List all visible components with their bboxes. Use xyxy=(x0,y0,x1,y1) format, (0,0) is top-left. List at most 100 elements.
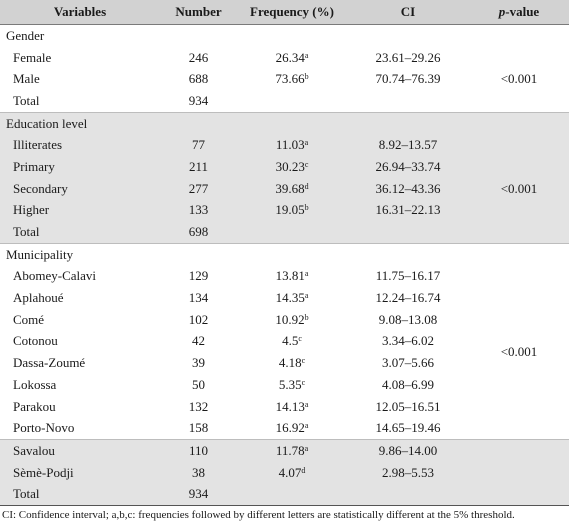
row-name: Dassa-Zoumé xyxy=(0,352,160,374)
freq-value: 11.78 xyxy=(275,442,305,458)
row-frequency: 5.35c xyxy=(237,374,347,396)
row-frequency: 10.92b xyxy=(237,308,347,331)
table-row: Primary 211 30.23c 26.94–33.74 xyxy=(0,156,569,178)
row-name: Porto-Novo xyxy=(0,417,160,440)
row-name: Total xyxy=(0,221,160,244)
freq-value: 4.07 xyxy=(278,464,302,480)
row-ci: 12.24–16.74 xyxy=(347,287,469,309)
row-ci: 3.34–6.02 xyxy=(347,330,469,353)
freq-value: 5.35 xyxy=(278,376,302,392)
row-frequency: 30.23c xyxy=(237,156,347,178)
row-number: 102 xyxy=(160,308,237,331)
freq-value: 16.92 xyxy=(275,420,305,436)
row-number: 246 xyxy=(160,46,237,69)
row-number: 132 xyxy=(160,395,237,418)
frequency-table: Variables Number Frequency (%) CI p-valu… xyxy=(0,0,569,506)
row-name: Cotonou xyxy=(0,330,160,353)
header-p-value: p-value xyxy=(469,0,569,25)
freq-sup: a xyxy=(304,399,309,409)
freq-value: 26.34 xyxy=(275,49,305,65)
row-name: Illiterates xyxy=(0,134,160,157)
freq-sup: c xyxy=(301,356,306,366)
freq-sup: b xyxy=(304,72,309,82)
row-name: Male xyxy=(0,68,160,91)
table-row: Secondary 277 39.68d 36.12–43.36 xyxy=(0,177,569,200)
row-name: Sèmè-Podji xyxy=(0,461,160,484)
row-frequency: 19.05b xyxy=(237,199,347,222)
row-ci: 2.98–5.53 xyxy=(347,461,469,484)
municipality-title: Municipality xyxy=(0,242,569,266)
header-variables: Variables xyxy=(0,0,160,25)
row-number: 38 xyxy=(160,461,237,484)
row-name: Secondary xyxy=(0,177,160,200)
freq-sup: c xyxy=(301,377,306,387)
freq-value: 14.13 xyxy=(275,398,305,414)
row-number: 110 xyxy=(160,439,237,462)
freq-sup: b xyxy=(304,312,309,322)
education-p-value: <0.001 xyxy=(469,134,569,244)
row-ci: 26.94–33.74 xyxy=(347,156,469,178)
row-frequency: 4.5c xyxy=(237,330,347,353)
row-number: 39 xyxy=(160,352,237,374)
table-header: Variables Number Frequency (%) CI p-valu… xyxy=(0,0,569,25)
table-row: Cotonou 42 4.5c 3.34–6.02 xyxy=(0,330,569,353)
row-ci: 36.12–43.36 xyxy=(347,177,469,200)
row-name: Comé xyxy=(0,308,160,331)
freq-sup: a xyxy=(304,291,309,301)
row-frequency: 14.13a xyxy=(237,395,347,418)
row-ci xyxy=(347,221,469,244)
freq-value: 10.92 xyxy=(275,311,305,327)
freq-value: 4.5 xyxy=(282,333,299,349)
row-name: Aplahoué xyxy=(0,287,160,309)
row-number: 277 xyxy=(160,177,237,200)
municipality-p-empty xyxy=(469,439,569,506)
freq-value: 13.81 xyxy=(275,268,305,284)
row-frequency: 39.68d xyxy=(237,177,347,200)
row-number: 158 xyxy=(160,417,237,440)
freq-sup: a xyxy=(304,421,309,431)
municipality-p-value: <0.001 xyxy=(469,265,569,440)
row-number: 934 xyxy=(160,90,237,113)
row-number: 934 xyxy=(160,483,237,506)
municipality-section: Municipality Abomey-Calavi 129 13.81a 11… xyxy=(0,242,569,440)
row-frequency: 26.34a xyxy=(237,46,347,69)
row-ci: 12.05–16.51 xyxy=(347,395,469,418)
table-row: Lokossa 50 5.35c 4.08–6.99 xyxy=(0,374,569,396)
header-number: Number xyxy=(160,0,237,25)
row-number: 211 xyxy=(160,156,237,178)
row-number: 698 xyxy=(160,221,237,244)
gender-section: Gender Female 246 26.34a 23.61–29.26 <0.… xyxy=(0,24,569,113)
row-ci: 9.08–13.08 xyxy=(347,308,469,331)
row-ci: 14.65–19.46 xyxy=(347,417,469,440)
freq-value: 4.18 xyxy=(278,355,302,371)
table-row: Total 934 xyxy=(0,90,569,113)
freq-value: 19.05 xyxy=(275,202,305,218)
table-row: Porto-Novo 158 16.92a 14.65–19.46 xyxy=(0,417,569,440)
freq-sup: d xyxy=(301,465,306,475)
row-name: Higher xyxy=(0,199,160,222)
row-ci xyxy=(347,90,469,113)
row-frequency: 73.66b xyxy=(237,68,347,91)
row-frequency: 16.92a xyxy=(237,417,347,440)
table-row: Sèmè-Podji 38 4.07d 2.98–5.53 xyxy=(0,461,569,484)
freq-sup: a xyxy=(304,50,309,60)
freq-value: 73.66 xyxy=(275,71,305,87)
row-ci: 8.92–13.57 xyxy=(347,134,469,157)
row-name: Savalou xyxy=(0,439,160,462)
row-name: Total xyxy=(0,483,160,506)
row-ci: 70.74–76.39 xyxy=(347,68,469,91)
freq-sup: c xyxy=(298,334,302,344)
row-number: 133 xyxy=(160,199,237,222)
table-row: Aplahoué 134 14.35a 12.24–16.74 xyxy=(0,287,569,309)
row-frequency: 11.78a xyxy=(237,439,347,462)
table-row: Illiterates 77 11.03a 8.92–13.57 <0.001 xyxy=(0,134,569,244)
table-row: Female 246 26.34a 23.61–29.26 <0.001 xyxy=(0,46,569,113)
header-frequency: Frequency (%) xyxy=(237,0,347,25)
table-row: Parakou 132 14.13a 12.05–16.51 xyxy=(0,395,569,418)
municipality-section-tail: Savalou 110 11.78a 9.86–14.00 Sèmè-Podji… xyxy=(0,439,569,506)
row-name: Primary xyxy=(0,156,160,178)
row-ci: 11.75–16.17 xyxy=(347,265,469,288)
freq-sup: d xyxy=(304,181,309,191)
row-frequency xyxy=(237,483,347,506)
education-section: Education level Illiterates 77 11.03a 8.… xyxy=(0,111,569,244)
